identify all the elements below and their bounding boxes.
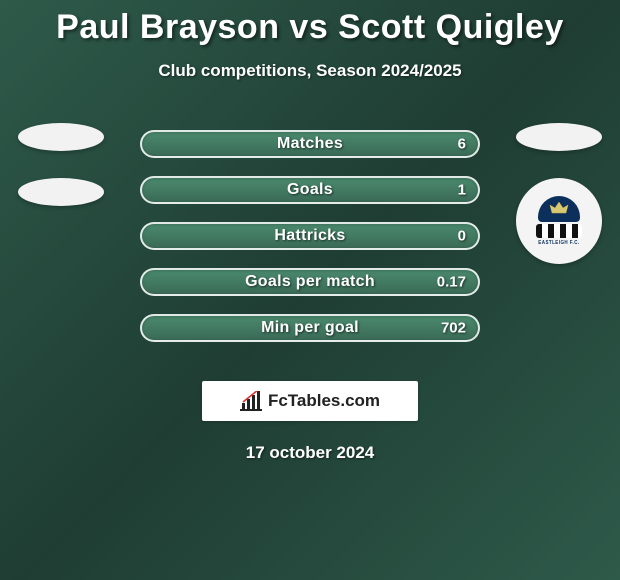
- stat-label: Min per goal: [261, 319, 359, 337]
- stat-value-right: 1: [458, 182, 466, 199]
- stats-area: Matches 6 Goals 1 Hattricks 0 Goals per …: [0, 121, 620, 351]
- stat-row: Goals per match 0.17: [0, 259, 620, 305]
- branding-badge[interactable]: FcTables.com: [202, 381, 418, 421]
- stat-row: Min per goal 702: [0, 305, 620, 351]
- stat-row: Matches 6: [0, 121, 620, 167]
- stat-bar-matches: Matches 6: [140, 130, 480, 158]
- stat-label: Goals per match: [245, 273, 375, 291]
- stat-label: Goals: [287, 181, 333, 199]
- stat-value-right: 6: [458, 136, 466, 153]
- stat-label: Hattricks: [274, 227, 345, 245]
- page-title: Paul Brayson vs Scott Quigley: [0, 0, 620, 47]
- stat-bar-hattricks: Hattricks 0: [140, 222, 480, 250]
- stat-bar-min-per-goal: Min per goal 702: [140, 314, 480, 342]
- stat-value-right: 0.17: [437, 274, 466, 291]
- bar-chart-icon: [240, 391, 262, 411]
- stat-row: Hattricks 0: [0, 213, 620, 259]
- stat-row: Goals 1: [0, 167, 620, 213]
- subtitle: Club competitions, Season 2024/2025: [0, 61, 620, 81]
- stat-value-right: 0: [458, 228, 466, 245]
- stat-value-right: 702: [441, 320, 466, 337]
- stat-label: Matches: [277, 135, 343, 153]
- branding-text: FcTables.com: [268, 391, 380, 411]
- stat-bar-goals: Goals 1: [140, 176, 480, 204]
- stat-bar-goals-per-match: Goals per match 0.17: [140, 268, 480, 296]
- date-label: 17 october 2024: [0, 443, 620, 463]
